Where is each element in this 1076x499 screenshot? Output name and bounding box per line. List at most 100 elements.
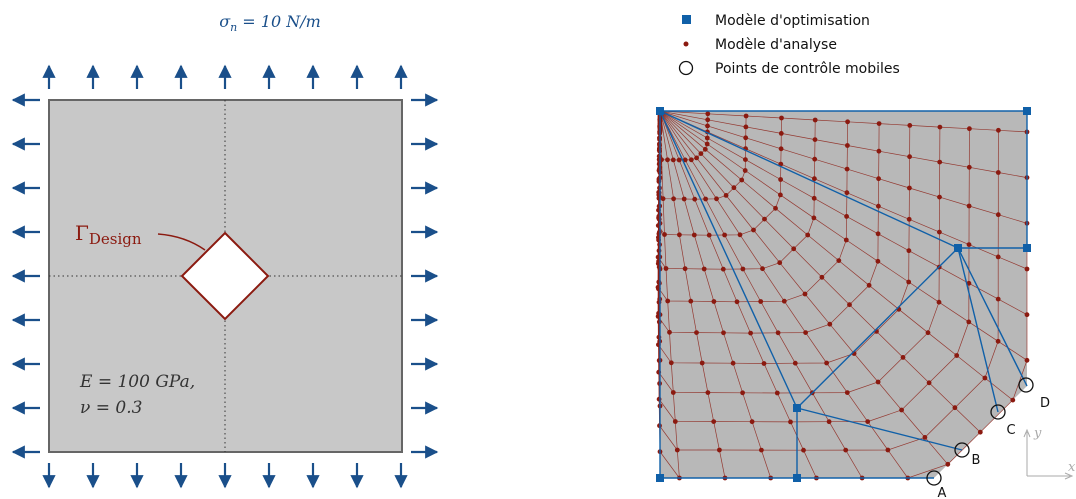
analysis-point [714,196,719,202]
analysis-point [779,115,784,121]
analysis-point [876,148,882,154]
analysis-point [759,447,764,453]
analysis-point [743,135,749,141]
analysis-point [899,407,904,413]
analysis-point [665,298,671,304]
analysis-point [688,157,694,163]
analysis-point [1010,397,1016,403]
analysis-point [844,390,850,395]
analysis-point [743,157,748,163]
analysis-point [739,177,745,183]
material-poisson-ratio: ν = 0.3 [80,398,142,418]
legend-square-marker [682,15,691,24]
analysis-point [937,229,942,235]
analysis-point [760,266,765,272]
analysis-point [811,195,817,201]
analysis-point [847,302,852,308]
control-point-a [926,470,942,486]
legend-analysis-label: Modèle d'analyse [715,37,837,53]
analysis-point [677,232,682,238]
point-label-b: B [972,453,981,468]
design-hole [180,231,270,321]
analysis-point [761,361,767,366]
control-point-d [1018,377,1034,393]
analysis-point [674,447,680,453]
analysis-point [694,155,699,161]
analysis-point [670,390,676,395]
analysis-point [671,196,676,202]
analysis-point [966,242,972,248]
analysis-point [845,143,850,148]
analysis-point [773,205,778,211]
analysis-point [711,419,717,424]
material-young-modulus: E = 100 GPa, [79,372,195,392]
analysis-point [778,131,784,136]
legend: Modèle d'optimisation Modèle d'analyse P… [678,13,900,77]
analysis-point [995,254,1001,260]
analysis-point [906,216,912,222]
analysis-point [966,280,972,286]
analysis-point [907,185,912,191]
analysis-point [937,194,942,200]
analysis-point [778,146,784,152]
analysis-point [925,330,931,336]
point-label-a: A [938,486,947,499]
analysis-point [1024,357,1030,363]
analysis-point [866,282,872,288]
analysis-point [656,396,662,402]
analysis-point [717,447,722,453]
analysis-point [907,123,913,128]
analysis-point [1024,266,1030,272]
analysis-point [836,258,842,263]
analysis-point [655,284,661,290]
analysis-point [966,203,972,209]
analysis-point [737,232,743,238]
analysis-point [655,314,661,319]
point-label-c: C [1006,423,1015,438]
bottom-load-arrows [42,463,408,489]
left-load-arrows [11,93,40,459]
analysis-point [743,124,749,130]
analysis-point [742,168,748,173]
analysis-point [660,196,666,202]
analysis-point [801,447,806,453]
analysis-point [721,330,726,336]
analysis-point [701,266,707,272]
moving-control-points [926,377,1034,486]
analysis-point [705,390,711,395]
analysis-point [885,447,891,453]
analysis-point [694,330,699,335]
analysis-point [656,147,662,153]
analysis-point [843,237,849,243]
analysis-point [844,214,849,219]
analysis-point [705,117,711,123]
analysis-point [812,137,818,143]
analysis-point [692,196,698,202]
analysis-point [1024,312,1030,318]
analysis-point [656,358,662,363]
analysis-point [722,232,727,238]
analysis-point [711,299,717,304]
analysis-point [843,447,849,453]
analysis-point [827,321,833,327]
analysis-point [824,360,829,366]
analysis-point [826,419,832,425]
analysis-point [805,232,811,238]
analysis-point [704,135,710,141]
analysis-point [691,232,697,238]
analysis-point [865,419,871,424]
analysis-point [875,258,881,264]
analysis-point [876,203,881,209]
analysis-point [995,170,1001,175]
axis-label-x: x [1068,460,1076,475]
analysis-point [734,299,740,305]
analysis-point [926,380,932,386]
analysis-point [876,121,882,126]
analysis-point [705,123,710,129]
legend-dot-marker [683,41,689,47]
legend-control-points-label: Points de contrôle mobiles [715,61,900,77]
analysis-point [670,157,676,163]
analysis-point [977,429,983,435]
